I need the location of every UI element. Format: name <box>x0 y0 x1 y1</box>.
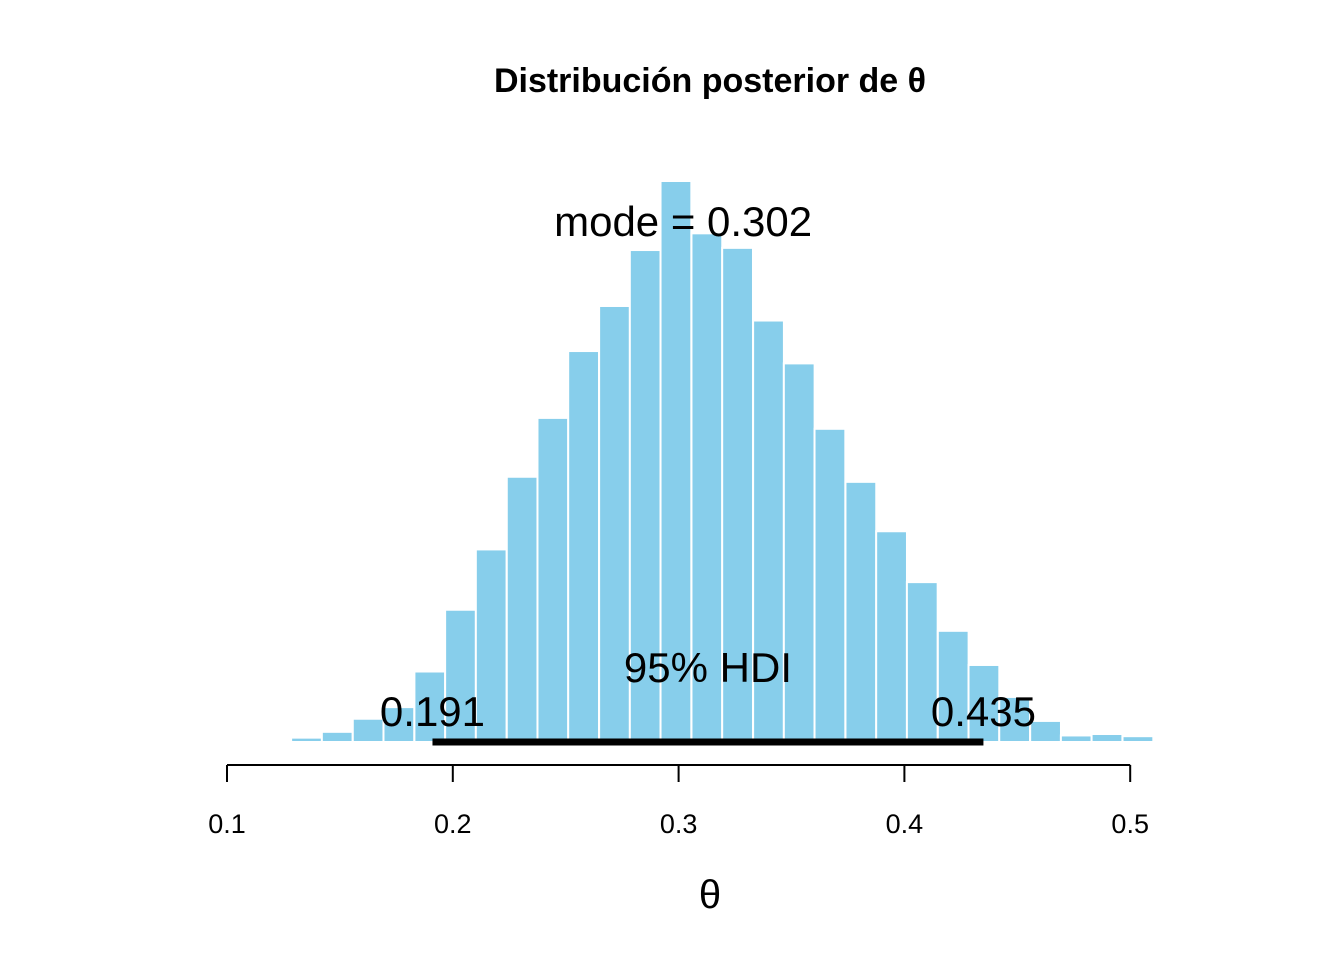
histogram-bar-20 <box>875 530 908 743</box>
histogram-bar-16 <box>752 319 785 743</box>
histogram-bar-10 <box>567 350 600 743</box>
x-tick-label-0.4: 0.4 <box>886 809 924 839</box>
histogram-bar-5 <box>413 670 447 743</box>
x-axis-title: θ <box>699 873 721 917</box>
x-tick-label-0.1: 0.1 <box>208 809 246 839</box>
histogram-bar-6 <box>444 608 477 743</box>
histogram-bar-18 <box>813 427 847 743</box>
x-tick-label-0.5: 0.5 <box>1111 809 1149 839</box>
histogram-bar-30 <box>1182 739 1216 743</box>
hdi-high-value: 0.435 <box>931 688 1036 735</box>
hdi-annotation: 95% HDI <box>624 644 792 691</box>
histogram-bar-26 <box>1059 734 1093 743</box>
histogram-bar-17 <box>782 362 816 743</box>
histogram-bar-2 <box>320 730 354 743</box>
histogram-bar-25 <box>1029 719 1062 743</box>
histogram-bar-24 <box>998 695 1032 744</box>
mode-annotation: mode = 0.302 <box>554 198 812 245</box>
histogram-bar-8 <box>505 475 539 743</box>
x-axis: 0.1 0.2 0.3 0.4 0.5 <box>208 764 1149 839</box>
histogram-bar-9 <box>536 416 570 743</box>
x-tick-label-0.3: 0.3 <box>660 809 698 839</box>
histogram-bar-22 <box>936 629 970 744</box>
histogram-bar-28 <box>1121 735 1155 743</box>
histogram-bar-1 <box>290 736 323 743</box>
x-tick-label-0.2: 0.2 <box>434 809 472 839</box>
histogram-bar-27 <box>1090 733 1124 743</box>
histogram-bars <box>290 180 1216 744</box>
chart-title: Distribución posterior de θ <box>494 62 926 100</box>
hdi-low-value: 0.191 <box>380 688 485 735</box>
histogram-bar-19 <box>844 480 878 743</box>
histogram-bar-14 <box>690 232 724 743</box>
